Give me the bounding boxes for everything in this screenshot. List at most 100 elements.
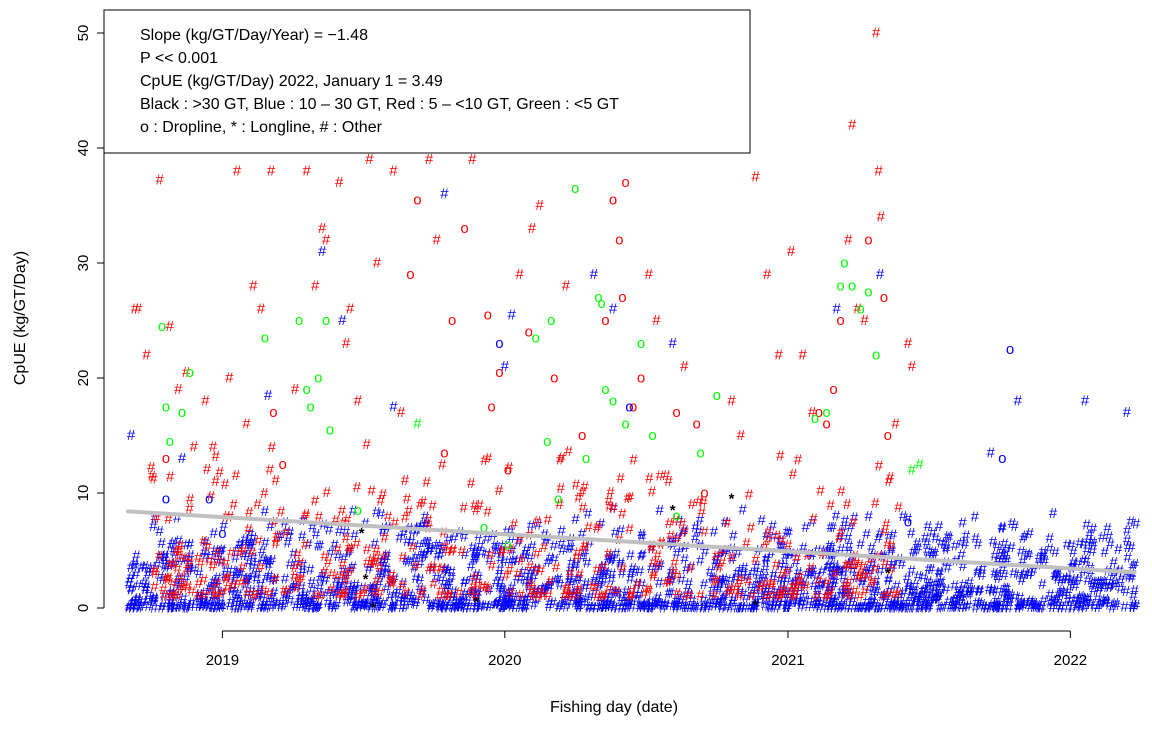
scatter-point-dense: # (991, 597, 1000, 614)
scatter-point-dense: # (993, 538, 1002, 555)
scatter-point: # (242, 416, 251, 433)
scatter-point-dense: # (602, 564, 611, 581)
scatter-point-dense: # (428, 498, 437, 515)
scatter-point-dense: # (159, 597, 168, 614)
scatter-point-dense: # (454, 593, 463, 610)
scatter-point-dense: # (378, 567, 387, 584)
scatter-point-dense: # (664, 585, 673, 602)
scatter-point-dense: # (718, 599, 727, 616)
scatter-point-dense: # (127, 582, 136, 599)
scatter-point-dense: # (144, 598, 153, 615)
scatter-point-dense: # (812, 598, 821, 615)
scatter-point-dense: # (574, 583, 583, 600)
scatter-point-dense: # (762, 582, 771, 599)
scatter-point-dense: # (949, 596, 958, 613)
scatter-point-dense: # (734, 545, 743, 562)
scatter-point: # (874, 163, 883, 180)
scatter-point-dense: # (194, 587, 203, 604)
x-axis-ticks: 2019 2020 2021 2022 (206, 631, 1087, 669)
scatter-point-dense: # (316, 579, 325, 596)
scatter-point-dense: # (211, 574, 220, 591)
scatter-point-dense: # (910, 583, 919, 600)
scatter-point-dense: # (1079, 552, 1088, 569)
scatter-point: o (621, 174, 629, 191)
scatter-point-dense: # (1095, 575, 1104, 592)
scatter-point: # (291, 381, 300, 398)
scatter-point-dense: # (696, 587, 705, 604)
scatter-point-dense: # (186, 491, 195, 508)
scatter-point: # (127, 427, 136, 444)
scatter-point-dense: # (982, 600, 991, 617)
scatter-point-dense: # (886, 599, 895, 616)
scatter-point-dense: # (540, 539, 549, 556)
scatter-point-dense: # (144, 593, 153, 610)
scatter-point-dense: # (507, 530, 516, 547)
scatter-point-dense: # (491, 538, 500, 555)
scatter-point: # (609, 301, 618, 318)
scatter-point-dense: # (416, 555, 425, 572)
scatter-point-dense: # (675, 598, 684, 615)
scatter-point-dense: # (330, 537, 339, 554)
scatter-point-dense: # (783, 524, 792, 541)
scatter-point-dense: # (307, 600, 316, 617)
scatter-point-dense: # (231, 572, 240, 589)
scatter-point-dense: # (950, 593, 959, 610)
scatter-point-dense: # (1092, 574, 1101, 591)
scatter-point-dense: # (884, 572, 893, 589)
scatter-point-dense: # (515, 533, 524, 550)
scatter-point: # (1127, 513, 1136, 530)
scatter-point-dense: # (1080, 536, 1089, 553)
scatter-point-dense: # (894, 499, 903, 516)
scatter-point: * (363, 571, 369, 588)
scatter-point-dense: # (1081, 599, 1090, 616)
scatter-point-dense: # (1021, 595, 1030, 612)
scatter-point-dense: # (992, 600, 1001, 617)
scatter-point-dense: # (335, 587, 344, 604)
scatter-point-dense: # (412, 558, 421, 575)
scatter-point-dense: # (761, 579, 770, 596)
scatter-point-dense: # (951, 598, 960, 615)
scatter-point-dense: # (825, 581, 834, 598)
scatter-point-dense: # (917, 599, 926, 616)
scatter-point-dense: # (1106, 536, 1115, 553)
scatter-point-dense: # (609, 551, 618, 568)
scatter-point-dense: # (1077, 599, 1086, 616)
scatter-point-dense: # (842, 586, 851, 603)
scatter-point-dense: # (964, 598, 973, 615)
scatter-point-dense: # (288, 580, 297, 597)
scatter-point-dense: # (844, 599, 853, 616)
scatter-point-dense: # (785, 524, 794, 541)
scatter-point-dense: # (256, 576, 265, 593)
scatter-point-dense: # (849, 563, 858, 580)
scatter-point-dense: # (603, 588, 612, 605)
scatter-point-dense: # (272, 531, 281, 548)
scatter-point-dense: # (338, 503, 347, 520)
scatter-point-dense: # (527, 564, 536, 581)
scatter-point-dense: # (261, 554, 270, 571)
scatter-point-dense: # (829, 519, 838, 536)
scatter-point-dense: # (130, 594, 139, 611)
scatter-point-dense: # (637, 596, 646, 613)
scatter-point-dense: # (1120, 599, 1129, 616)
scatter-point-dense: # (497, 543, 506, 560)
x-tick-label: 2021 (771, 652, 804, 669)
scatter-point-dense: # (857, 536, 866, 553)
scatter-point-dense: # (426, 539, 435, 556)
scatter-point-dense: # (804, 598, 813, 615)
scatter-point-dense: # (593, 588, 602, 605)
scatter-point-dense: # (889, 556, 898, 573)
scatter-point-dense: # (298, 598, 307, 615)
scatter-point-dense: # (936, 600, 945, 617)
scatter-point: # (908, 358, 917, 375)
scatter-point: # (528, 220, 537, 237)
scatter-point-dense: # (934, 590, 943, 607)
scatter-point-dense: # (691, 519, 700, 536)
scatter-point-dense: # (557, 523, 566, 540)
scatter-point-dense: # (950, 577, 959, 594)
scatter-point-dense: # (739, 585, 748, 602)
scatter-point-dense: # (889, 599, 898, 616)
scatter-point-dense: # (1082, 553, 1091, 570)
scatter-point-dense: # (456, 599, 465, 616)
scatter-point-dense: # (1039, 544, 1048, 561)
scatter-point-dense: # (398, 577, 407, 594)
